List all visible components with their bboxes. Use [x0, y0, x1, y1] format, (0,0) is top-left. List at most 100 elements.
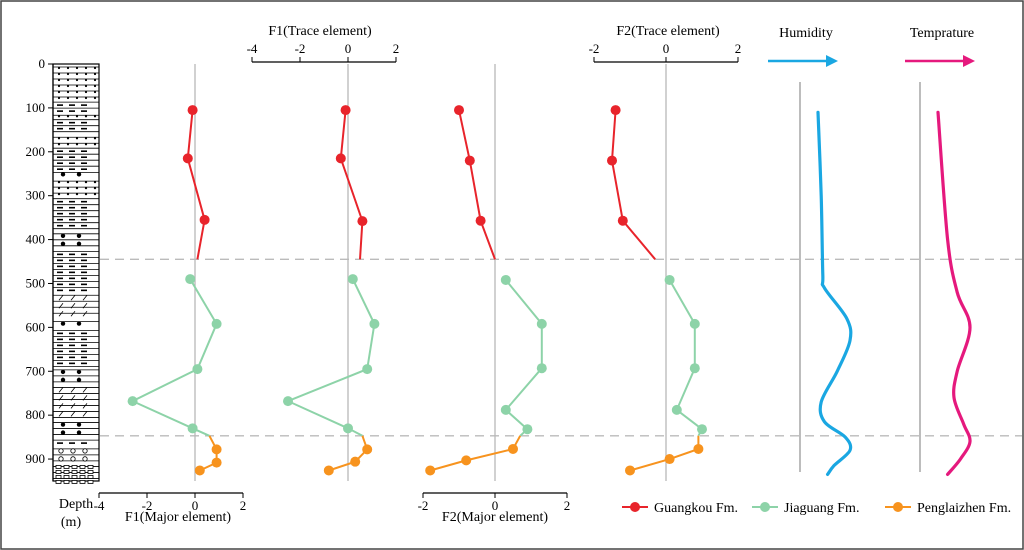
lithology-layer	[53, 233, 99, 247]
data-point	[127, 396, 138, 407]
panel-x-tick-label: 0	[192, 498, 199, 513]
slash-mark	[58, 387, 64, 393]
pebble-mark	[60, 172, 66, 177]
panel-x-tick-label: -2	[142, 498, 153, 513]
depth-tick-label: 600	[26, 319, 46, 334]
pebble-mark	[76, 233, 82, 238]
data-point	[335, 153, 346, 164]
data-point	[192, 364, 203, 375]
dot-mark	[57, 78, 61, 82]
pebble-mark	[60, 422, 66, 427]
data-point	[617, 215, 628, 226]
legend-swatch-dot	[760, 502, 770, 512]
slash-mark	[58, 303, 64, 309]
pebble-mark	[76, 430, 82, 435]
pebble-mark	[76, 241, 82, 246]
data-point	[607, 155, 617, 166]
dot-mark	[75, 84, 79, 88]
panel-x-tick-label: -4	[94, 498, 105, 513]
series-line	[610, 110, 656, 260]
legend-swatch-dot	[893, 502, 903, 512]
grid-mark	[63, 480, 70, 484]
trend-title-temperature: Temprature	[910, 26, 974, 41]
slash-mark	[70, 387, 76, 393]
data-point	[211, 318, 222, 329]
dot-mark	[75, 137, 79, 140]
dot-mark	[57, 115, 61, 118]
grid-mark	[87, 470, 94, 474]
slash-mark	[58, 311, 64, 317]
lithology-layer	[53, 180, 99, 196]
dot-mark	[66, 96, 70, 100]
data-point	[343, 423, 353, 434]
slash-mark	[70, 395, 76, 401]
dot-mark	[93, 115, 97, 118]
lithology-layer	[53, 439, 99, 444]
data-point	[610, 105, 621, 116]
data-point	[500, 274, 511, 285]
data-point	[187, 423, 198, 434]
grid-mark	[79, 475, 86, 479]
data-point	[689, 318, 700, 329]
slash-mark	[58, 403, 64, 409]
dot-mark	[84, 115, 88, 118]
dot-mark	[84, 181, 88, 184]
depth-axis-label-top: Depth	[59, 497, 93, 512]
slash-mark	[70, 295, 76, 301]
data-point	[500, 404, 511, 415]
lithology-layer	[53, 198, 99, 230]
dot-mark	[93, 96, 97, 100]
circle-mark	[82, 448, 88, 454]
panel-title-f2-trace: F2(Trace element)	[616, 24, 720, 39]
dot-mark	[57, 66, 61, 70]
panel-x-tick-label: 2	[735, 41, 742, 56]
data-point	[362, 364, 373, 375]
lithology-layer	[53, 294, 99, 317]
depth-tick-label: 400	[26, 232, 46, 247]
circle-mark	[70, 448, 76, 454]
panel-x-tick-label: -2	[589, 41, 600, 56]
data-point	[508, 443, 518, 454]
dot-mark	[93, 66, 97, 70]
slash-mark	[82, 403, 88, 409]
pebble-mark	[60, 377, 66, 383]
depth-axis-label-bottom: (m)	[61, 515, 82, 530]
depth-tick-label: 100	[26, 100, 46, 115]
slash-mark	[82, 395, 88, 401]
pebble-mark	[76, 369, 82, 375]
data-point	[187, 105, 198, 116]
panel-x-tick-label: 0	[345, 41, 352, 56]
data-point	[199, 214, 210, 225]
dot-mark	[57, 72, 61, 76]
dot-mark	[66, 193, 70, 196]
dot-mark	[93, 84, 97, 88]
data-point	[625, 465, 635, 476]
grid-mark	[63, 465, 70, 469]
trend-arrow-head	[826, 55, 838, 67]
pebble-mark	[60, 369, 66, 375]
depth-tick-label: 300	[26, 188, 46, 203]
data-point	[369, 318, 380, 329]
panel-x-tick-label: -4	[247, 41, 258, 56]
series-line	[629, 435, 700, 472]
data-point	[185, 274, 196, 285]
data-point	[454, 105, 464, 116]
slash-mark	[82, 303, 88, 309]
lithology-layer	[53, 448, 99, 462]
dot-mark	[84, 187, 88, 190]
circle-mark	[82, 456, 88, 462]
lithology-layer	[53, 114, 99, 118]
dot-mark	[57, 96, 61, 100]
dot-mark	[57, 137, 61, 140]
slash-mark	[70, 411, 76, 417]
dot-mark	[57, 193, 61, 196]
dot-mark	[75, 181, 79, 184]
grid-mark	[87, 475, 94, 479]
dot-mark	[57, 84, 61, 88]
grid-mark	[55, 470, 62, 474]
dot-mark	[84, 84, 88, 88]
panel-x-tick-label: 0	[663, 41, 670, 56]
depth-tick-label: 700	[26, 363, 46, 378]
data-point	[671, 404, 682, 415]
